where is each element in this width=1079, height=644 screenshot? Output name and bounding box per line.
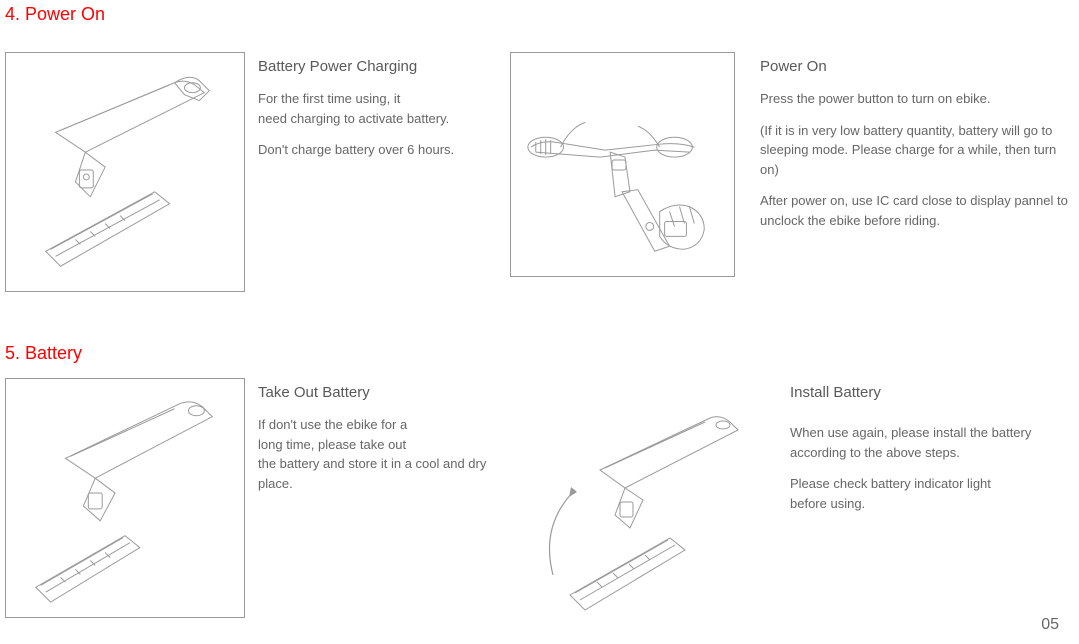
block-power-on: Power On Press the power button to turn …	[760, 58, 1070, 242]
text-line: When use again, please install the batte…	[790, 423, 1070, 462]
text-line: If don't use the ebike for a	[258, 415, 498, 435]
text-line: long time, please take out	[258, 435, 498, 455]
section-1-title: 4. Power On	[5, 4, 105, 25]
text-line: (If it is in very low battery quantity, …	[760, 121, 1070, 180]
block-title: Install Battery	[790, 384, 1070, 401]
page-number: 05	[1041, 616, 1059, 634]
illustration-battery-charging	[5, 52, 245, 292]
text-line: before using.	[790, 494, 1070, 514]
text-line: Press the power button to turn on ebike.	[760, 89, 1070, 109]
block-title: Power On	[760, 58, 1070, 75]
block-install-battery: Install Battery When use again, please i…	[790, 384, 1070, 525]
text-line: After power on, use IC card close to dis…	[760, 191, 1070, 230]
block-title: Take Out Battery	[258, 384, 498, 401]
text-line: Don't charge battery over 6 hours.	[258, 140, 498, 160]
text-line: need charging to activate battery.	[258, 109, 498, 129]
text-line: For the first time using, it	[258, 89, 498, 109]
block-title: Battery Power Charging	[258, 58, 498, 75]
illustration-install-battery	[525, 400, 765, 620]
block-take-out-battery: Take Out Battery If don't use the ebike …	[258, 384, 498, 505]
illustration-power-on	[510, 52, 735, 277]
section-2-title: 5. Battery	[5, 343, 82, 364]
text-line: the battery and store it in a cool and d…	[258, 454, 498, 493]
block-battery-charging: Battery Power Charging For the first tim…	[258, 58, 498, 172]
illustration-take-out-battery	[5, 378, 245, 618]
text-line: Please check battery indicator light	[790, 474, 1070, 494]
